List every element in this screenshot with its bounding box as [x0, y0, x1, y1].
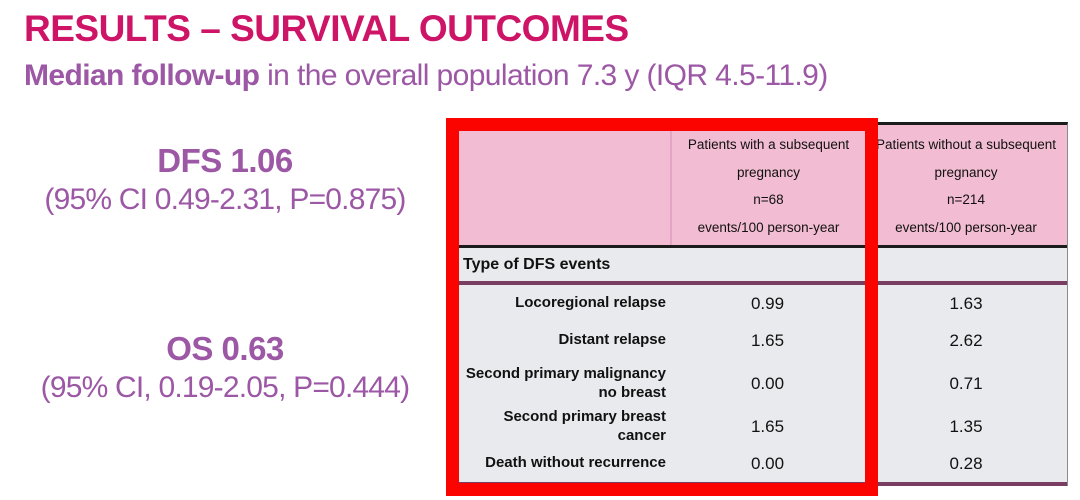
header-line: pregnancy — [736, 164, 801, 180]
table-section-header: Type of DFS events — [458, 248, 1067, 285]
table-row: Second primary malignancy no breast 0.00… — [458, 359, 1067, 408]
os-confidence-interval: (95% CI, 0.19-2.05, P=0.444) — [40, 371, 410, 404]
header-line: Patients without a subsequent — [875, 137, 1057, 152]
dfs-events-table: Patients with a subsequent pregnancy n=6… — [458, 122, 1068, 486]
table-row: Distant relapse 1.65 2.62 — [458, 322, 1067, 359]
os-hazard-ratio: OS 0.63 — [166, 330, 284, 367]
row-value-without-pregnancy: 1.63 — [949, 293, 983, 313]
header-line: n=68 — [753, 192, 784, 207]
row-value-with-pregnancy: 0.00 — [750, 453, 785, 473]
os-stat-block: OS 0.63 (95% CI, 0.19-2.05, P=0.444) — [2, 329, 448, 407]
dfs-hazard-ratio: DFS 1.06 — [157, 142, 293, 179]
median-followup-value: in the overall population 7.3 y (IQR 4.5… — [259, 59, 828, 92]
dfs-confidence-interval: (95% CI 0.49-2.31, P=0.875) — [44, 183, 406, 216]
dfs-stat-block: DFS 1.06 (95% CI 0.49-2.31, P=0.875) — [2, 141, 448, 219]
row-label: Second primary breast cancer — [503, 407, 666, 444]
header-line: events/100 person-year — [895, 219, 1037, 235]
row-label: Second primary malignancy no breast — [465, 364, 666, 401]
table-row: Second primary breast cancer 1.65 1.35 — [458, 408, 1067, 445]
row-value-with-pregnancy: 0.00 — [750, 373, 785, 393]
table-row: Death without recurrence 0.00 0.28 — [458, 445, 1067, 482]
table-header-row: Patients with a subsequent pregnancy n=6… — [458, 125, 1067, 248]
row-value-without-pregnancy: 1.35 — [949, 416, 983, 436]
red-highlight-box — [446, 118, 878, 496]
row-value-without-pregnancy: 0.28 — [949, 453, 983, 473]
row-value-without-pregnancy: 2.62 — [949, 330, 983, 350]
row-label: Death without recurrence — [485, 454, 666, 472]
header-line: Patients with a subsequent — [687, 137, 850, 152]
row-value-without-pregnancy: 0.71 — [949, 373, 983, 393]
median-followup-line: Median follow-up in the overall populati… — [24, 59, 828, 93]
median-followup-label: Median follow-up — [24, 59, 260, 92]
row-value-with-pregnancy: 1.65 — [750, 416, 785, 436]
row-label: Locoregional relapse — [515, 294, 666, 312]
header-line: n=214 — [947, 192, 985, 207]
header-line: pregnancy — [934, 164, 998, 180]
row-label: Distant relapse — [558, 331, 666, 349]
page-title: RESULTS – SURVIVAL OUTCOMES — [24, 8, 629, 49]
header-line: events/100 person-year — [697, 219, 840, 235]
table-header-without-pregnancy: Patients without a subsequent pregnancy … — [865, 125, 1066, 245]
row-value-with-pregnancy: 0.99 — [750, 293, 785, 313]
table-header-with-pregnancy: Patients with a subsequent pregnancy n=6… — [670, 125, 865, 245]
row-value-with-pregnancy: 1.65 — [750, 330, 785, 350]
table-row: Locoregional relapse 0.99 1.63 — [458, 285, 1067, 322]
